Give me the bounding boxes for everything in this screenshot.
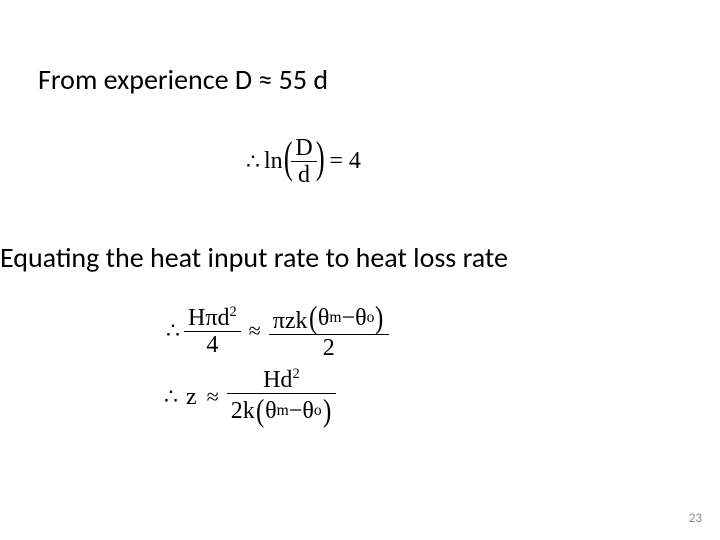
denominator: d [294,163,314,187]
equals-rhs: = 4 [329,148,361,175]
equation-2: ∴ Hπd2 4 ≈ πzk(θm − θo) 2 [166,302,389,360]
therefore-symbol: ∴ [164,384,178,410]
theta: θ [355,306,367,330]
slide: From experience D ≈ 55 d ∴ ln ( D d ) = … [0,0,720,540]
numerator: Hd2 [259,368,304,392]
right-paren: ) [375,302,383,333]
fraction-lhs: Hπd2 4 [184,306,241,357]
coef: 2k [231,399,255,423]
fraction: D d [291,136,316,187]
numerator: Hπd2 [184,306,241,330]
text-line-1: From experience D ≈ 55 d [38,62,328,97]
approx-symbol: ≈ [207,384,219,410]
fraction-bar [227,393,336,394]
num-text: Hπd [188,305,229,331]
superscript: 2 [292,366,299,382]
equation-1: ∴ ln ( D d ) = 4 [246,136,367,187]
therefore-symbol: ∴ [246,149,260,175]
coef: πzk [273,308,308,334]
numerator: πzk(θm − θo) [269,302,389,333]
fraction-rhs: πzk(θm − θo) 2 [269,302,389,360]
paren-group: ( D d ) [285,136,324,187]
left-paren: ( [256,395,264,426]
denominator: 2 [319,336,339,360]
left-paren: ( [309,302,317,333]
equation-3: ∴ z ≈ Hd2 2k(θm − θo) [164,368,336,426]
paren-group: (θm − θo) [308,302,385,333]
page-number: 23 [689,511,702,526]
denominator: 2k(θm − θo) [227,395,336,426]
fraction: Hd2 2k(θm − θo) [227,368,336,426]
left-paren: ( [284,136,293,187]
numerator: D [291,136,316,160]
paren-group: (θm − θo) [255,395,332,426]
right-paren: ) [316,136,325,187]
theta: θ [265,399,277,423]
therefore-symbol: ∴ [166,318,180,344]
theta: θ [318,306,330,330]
approx-symbol: ≈ [249,318,261,344]
denominator: 4 [202,333,222,357]
num-text: Hd [263,367,292,393]
text-line-2: Equating the heat input rate to heat los… [0,240,508,275]
right-paren: ) [323,395,331,426]
ln-operator: ln [264,148,283,175]
theta: θ [302,399,314,423]
minus: − [342,306,356,330]
minus: − [289,399,303,423]
variable-z: z [186,384,197,411]
superscript: 2 [229,304,236,320]
